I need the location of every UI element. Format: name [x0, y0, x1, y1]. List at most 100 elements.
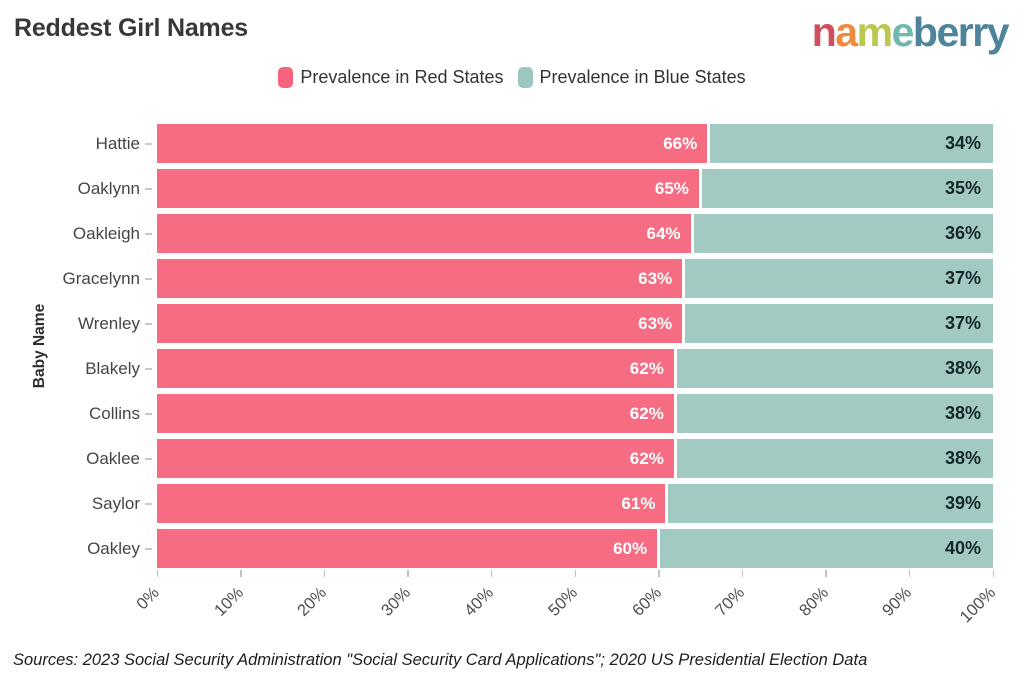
y-tick-mark — [140, 502, 157, 505]
bar-segment-blue-states: 37% — [685, 304, 993, 343]
logo-letter: m — [856, 9, 893, 55]
x-tick-label: 60% — [628, 583, 665, 620]
bar-segment-red-states: 63% — [157, 304, 683, 343]
bar-value-red: 63% — [638, 313, 673, 333]
legend-swatch-icon — [517, 67, 533, 88]
legend-item: Prevalence in Blue States — [517, 67, 746, 88]
bar-value-blue: 36% — [944, 223, 981, 243]
legend-swatch-icon — [278, 67, 294, 88]
x-axis-ticks — [156, 570, 994, 578]
bar-segment-red-states: 60% — [157, 529, 658, 568]
bar-value-blue: 37% — [944, 268, 981, 288]
logo-letter: n — [811, 9, 837, 55]
bar-value-red: 62% — [629, 358, 664, 378]
bar-segment-blue-states: 38% — [676, 394, 993, 433]
x-tick-mark — [908, 570, 911, 577]
legend-item: Prevalence in Red States — [278, 67, 504, 88]
chart-row: Gracelynn 63% 37% — [0, 259, 993, 298]
stacked-bar: 63% 37% — [157, 259, 993, 298]
chart-row: Hattie 66% 34% — [0, 124, 993, 163]
category-label: Oaklynn — [77, 178, 140, 198]
bar-value-blue: 38% — [944, 448, 981, 468]
y-tick-mark — [140, 547, 157, 550]
chart-row: Oaklynn 65% 35% — [0, 169, 993, 208]
bar-segment-blue-states: 38% — [676, 349, 993, 388]
bar-segment-red-states: 62% — [157, 394, 674, 433]
bar-segment-red-states: 62% — [157, 349, 674, 388]
bar-segment-blue-states: 40% — [660, 529, 993, 568]
x-tick-mark — [490, 570, 493, 577]
bar-value-blue: 34% — [944, 133, 981, 153]
bar-value-red: 62% — [629, 403, 664, 423]
category-label: Oaklee — [86, 448, 140, 468]
bar-segment-red-states: 66% — [157, 124, 708, 163]
bar-segment-blue-states: 36% — [693, 214, 993, 253]
x-tick-label: 50% — [544, 583, 582, 620]
category-label: Saylor — [91, 493, 140, 513]
category-label: Hattie — [95, 133, 140, 153]
y-tick-mark — [140, 232, 157, 235]
stacked-bar: 62% 38% — [157, 349, 993, 388]
bar-value-red: 60% — [613, 538, 648, 558]
logo-letter: y — [986, 9, 1010, 55]
logo-letter: e — [936, 9, 959, 55]
category-label: Wrenley — [77, 313, 140, 333]
logo-letter: e — [891, 9, 915, 55]
chart-legend: Prevalence in Red States Prevalence in Bl… — [0, 67, 1024, 88]
x-tick-label: 70% — [712, 583, 749, 620]
y-tick-mark — [140, 277, 157, 280]
x-tick-mark — [156, 570, 158, 577]
bar-segment-red-states: 61% — [157, 484, 666, 523]
page-title: Reddest Girl Names — [14, 14, 248, 42]
stacked-bar: 61% 39% — [157, 484, 993, 523]
bar-value-red: 63% — [638, 268, 673, 288]
bar-value-red: 61% — [621, 493, 656, 513]
x-tick-mark — [825, 570, 827, 577]
bar-segment-blue-states: 38% — [676, 439, 993, 478]
bar-segment-red-states: 62% — [157, 439, 674, 478]
x-tick-label: 30% — [377, 583, 414, 620]
logo-letter: a — [835, 9, 858, 55]
bar-value-red: 64% — [646, 223, 681, 243]
y-tick-mark — [140, 142, 157, 145]
x-tick-label: 10% — [210, 583, 247, 620]
category-label: Oakleigh — [72, 223, 140, 243]
x-tick-mark — [574, 570, 576, 577]
y-tick-mark — [140, 457, 157, 460]
logo-letter: r — [972, 9, 988, 55]
chart-row: Wrenley 63% 37% — [0, 304, 993, 343]
y-tick-mark — [140, 412, 157, 415]
legend-label: Prevalence in Red States — [300, 67, 504, 87]
logo-letter: r — [957, 9, 974, 55]
category-label: Collins — [88, 403, 140, 423]
bar-segment-red-states: 65% — [157, 169, 699, 208]
y-tick-mark — [140, 187, 157, 190]
bar-segment-blue-states: 34% — [710, 124, 993, 163]
x-tick-label: 40% — [461, 583, 498, 620]
chart-row: Oakleigh 64% 36% — [0, 214, 993, 253]
bar-value-blue: 37% — [944, 313, 981, 333]
chart-row: Blakely 62% 38% — [0, 349, 993, 388]
y-tick-mark — [140, 322, 157, 325]
bar-value-blue: 35% — [944, 178, 981, 198]
bar-value-blue: 40% — [944, 538, 981, 558]
bar-value-blue: 38% — [944, 358, 981, 378]
x-tick-mark — [407, 570, 409, 577]
x-tick-label: 80% — [795, 583, 832, 620]
chart-row: Saylor 61% 39% — [0, 484, 993, 523]
bar-value-red: 65% — [654, 178, 689, 198]
bar-segment-blue-states: 37% — [685, 259, 993, 298]
bar-segment-red-states: 64% — [157, 214, 691, 253]
x-tick-label: 100% — [956, 583, 1000, 627]
bar-value-red: 62% — [629, 448, 664, 468]
stacked-bar: 65% 35% — [157, 169, 993, 208]
chart-row: Oaklee 62% 38% — [0, 439, 993, 478]
stacked-bar: 62% 38% — [157, 394, 993, 433]
stacked-bar: 62% 38% — [157, 439, 993, 478]
nameberry-logo: nameberry — [811, 8, 1010, 57]
x-tick-mark — [741, 570, 744, 577]
stacked-bar: 64% 36% — [157, 214, 993, 253]
y-tick-mark — [140, 367, 157, 370]
chart-row: Oakley 60% 40% — [0, 529, 993, 568]
